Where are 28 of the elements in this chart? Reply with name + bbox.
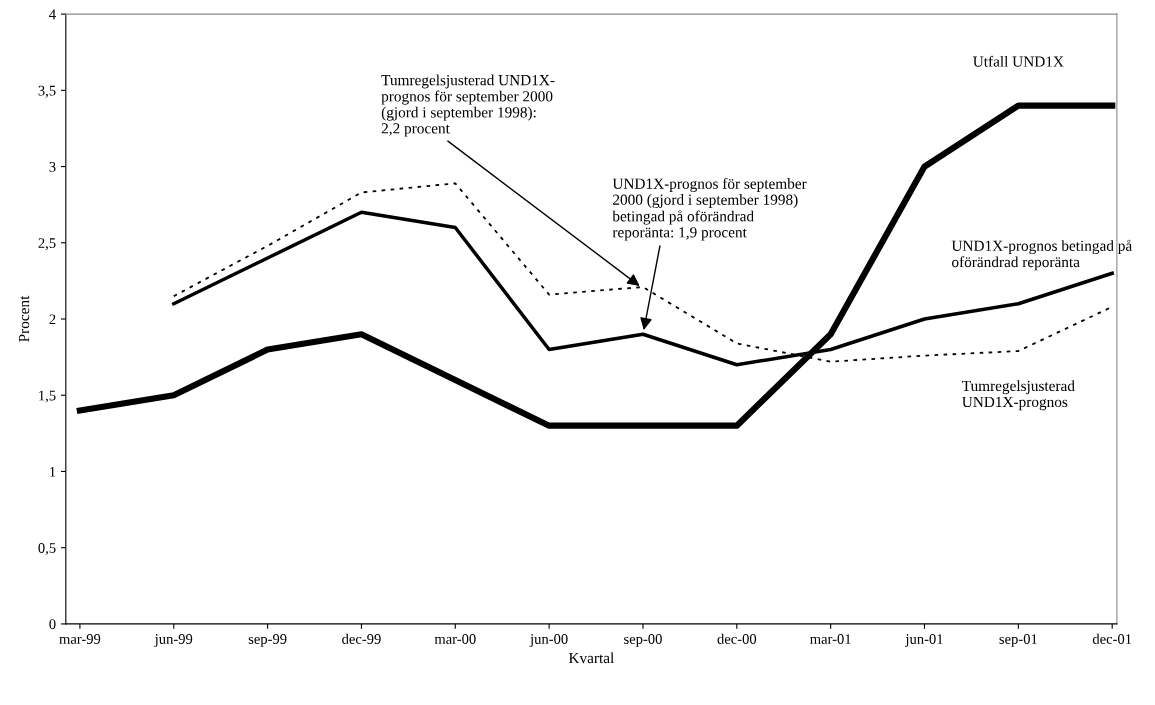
y-tick-label: 2,5 bbox=[38, 238, 56, 251]
x-tick-label: jun-99 bbox=[154, 634, 193, 647]
y-tick-label: 3,5 bbox=[38, 85, 56, 98]
series-label: Tumregelsjusterad UND1X-prognos bbox=[962, 380, 1075, 411]
annotation: UND1X-prognos för september 2000 (gjord i september 1998) betingad på oförändrad reporänta: 1,9 procent bbox=[612, 177, 807, 241]
y-tick-label: 0 bbox=[49, 619, 56, 630]
x-tick-label: mar-01 bbox=[810, 634, 851, 644]
y-tick-label: 1,5 bbox=[39, 390, 56, 403]
y-tick-label: 4 bbox=[49, 9, 56, 20]
x-tick-label: jun-01 bbox=[905, 634, 943, 647]
y-tick-label: 1 bbox=[50, 466, 56, 477]
x-tick-label: sep-00 bbox=[624, 634, 662, 647]
text: Utfall UND1X bbox=[973, 55, 1064, 67]
y-tick-label: 0,5 bbox=[38, 543, 56, 555]
x-tick-label: sep-01 bbox=[999, 634, 1037, 647]
x-tick-label: jun-00 bbox=[529, 634, 568, 647]
annotation: Tumregelsjusterad UND1X- prognos för september 2000 (gjord i september 1998): 2,2 procent bbox=[381, 74, 555, 137]
y-tick-label: 2 bbox=[49, 314, 56, 325]
x-tick-label: dec-99 bbox=[342, 633, 381, 644]
x-tick-label: mar-00 bbox=[434, 634, 476, 644]
y-tick-label: 3 bbox=[49, 161, 56, 172]
x-tick-label: dec-00 bbox=[717, 633, 757, 644]
x-tick-label: dec-01 bbox=[1092, 633, 1132, 644]
x-tick-label: sep-99 bbox=[248, 634, 287, 647]
x-tick-label: mar-99 bbox=[59, 634, 101, 644]
series-label: UND1X-prognos betingad på oförändrad reporänta bbox=[951, 239, 1132, 271]
y-axis-title: Procent bbox=[19, 295, 30, 342]
x-axis-title: Kvartal bbox=[568, 652, 614, 664]
